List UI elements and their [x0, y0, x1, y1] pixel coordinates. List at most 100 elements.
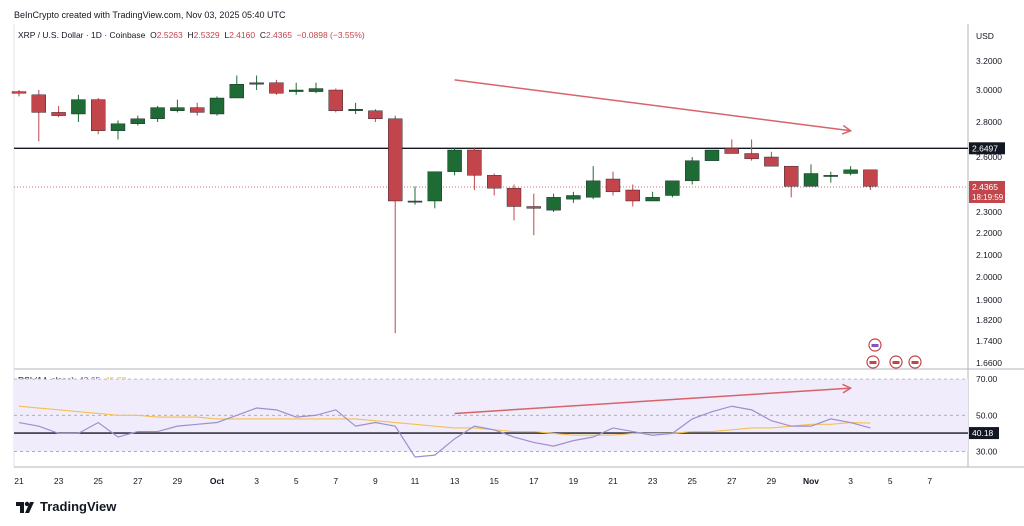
price-tick-label: 2.6000	[976, 152, 1002, 162]
rsi-tick-label: 30.00	[976, 447, 998, 457]
candle-body	[803, 173, 819, 187]
time-tick-label: 27	[133, 476, 143, 486]
rsi-support-label: 40.18	[972, 428, 994, 438]
price-trend-arrow-head	[841, 124, 853, 135]
candle-body	[130, 118, 146, 124]
tradingview-logo-icon	[16, 501, 34, 513]
currency-label: USD	[976, 31, 994, 41]
candle-body	[863, 169, 878, 187]
candle-body	[744, 153, 759, 160]
candle-body	[625, 189, 640, 202]
time-tick-label: 23	[648, 476, 658, 486]
candle-body	[51, 112, 66, 116]
candle-body	[605, 178, 621, 193]
time-tick-label: 5	[294, 476, 299, 486]
high-label: H	[187, 30, 194, 40]
rsi-support-box	[969, 427, 999, 440]
resistance-label-box	[969, 142, 1005, 155]
rsi-tick-label: 70.00	[976, 374, 998, 384]
candle-body	[704, 149, 720, 161]
time-tick-label: 21	[14, 476, 24, 486]
candle-body	[546, 197, 561, 211]
low-value: 2.4160	[229, 30, 256, 40]
price-tick-label: 2.3000	[976, 207, 1002, 217]
candle-body	[407, 200, 423, 203]
tradingview-logo: TradingView	[16, 499, 116, 514]
flag-stripe	[871, 344, 879, 347]
price-tick-label: 1.9000	[976, 295, 1002, 305]
candle-body	[31, 94, 46, 113]
time-tick-label: 27	[727, 476, 737, 486]
price-tick-label: 3.2000	[976, 56, 1002, 66]
price-tick-label: 2.2000	[976, 228, 1002, 238]
candle-body	[209, 97, 225, 115]
rsi-tick-label: 50.00	[976, 410, 998, 420]
price-tick-label: 3.0000	[976, 85, 1002, 95]
price-tick-label: 2.1000	[976, 250, 1002, 260]
flag-stripe	[911, 361, 919, 364]
candle-body	[229, 83, 245, 99]
flag-stripe	[869, 361, 877, 364]
candle-body	[328, 89, 343, 111]
candle-body	[665, 180, 680, 196]
price-tick-label: 1.8200	[976, 315, 1002, 325]
high-value: 2.5329	[193, 30, 220, 40]
candle-body	[724, 148, 739, 154]
time-tick-label: 7	[927, 476, 932, 486]
price-tick-label: 1.7400	[976, 336, 1002, 346]
candle-body	[71, 99, 86, 115]
candle-body	[170, 107, 185, 111]
change-value: −0.0898 (−3.55%)	[296, 30, 365, 40]
candle-body	[784, 165, 799, 187]
time-tick-label: 3	[254, 476, 259, 486]
time-tick-label: 17	[529, 476, 539, 486]
rsi-trend-arrow	[454, 387, 851, 415]
countdown-label: 18:19:59	[972, 193, 1004, 202]
candle-body	[249, 82, 264, 85]
time-tick-label: Nov	[803, 476, 819, 486]
candle-body	[308, 88, 324, 92]
time-tick-label: 13	[450, 476, 460, 486]
candle-body	[289, 89, 304, 92]
time-tick-label: 23	[54, 476, 64, 486]
candle-body	[110, 123, 126, 131]
time-tick-label: 25	[93, 476, 103, 486]
candle-body	[685, 160, 700, 182]
time-tick-label: 9	[373, 476, 378, 486]
candle-body	[843, 169, 858, 174]
time-tick-label: 5	[888, 476, 893, 486]
candle-body	[348, 108, 363, 111]
time-tick-label: Oct	[210, 476, 224, 486]
price-tick-label: 1.6600	[976, 358, 1002, 368]
brand-name: TradingView	[40, 499, 117, 514]
open-label: O	[150, 30, 157, 40]
low-label: L	[224, 30, 230, 40]
price-tick-label: 2.0000	[976, 272, 1002, 282]
last-price-label: 2.4365	[972, 182, 998, 192]
last-price-box	[969, 180, 1005, 203]
price-legend: XRP / U.S. Dollar · 1D · Coinbase O2.526…	[18, 30, 365, 40]
time-tick-label: 21	[608, 476, 618, 486]
open-value: 2.5263	[156, 30, 183, 40]
candle-body	[189, 107, 205, 113]
time-tick-label: 15	[489, 476, 499, 486]
candle-body	[11, 91, 27, 94]
time-tick-label: 29	[173, 476, 183, 486]
resistance-label: 2.6497	[972, 143, 998, 153]
time-tick-label: 19	[569, 476, 579, 486]
close-value: 2.4365	[265, 30, 292, 40]
candle-body	[764, 156, 779, 167]
rsi-line	[18, 405, 871, 458]
close-label: C	[259, 30, 266, 40]
time-tick-label: 3	[848, 476, 853, 486]
candle-body	[269, 82, 284, 94]
time-tick-label: 25	[687, 476, 697, 486]
time-tick-label: 7	[333, 476, 338, 486]
candle-body	[447, 149, 462, 172]
candle-body	[506, 187, 522, 207]
time-tick-label: 29	[767, 476, 777, 486]
candle-body	[526, 206, 541, 209]
price-trend-arrow	[454, 79, 851, 132]
candle-body	[90, 99, 106, 131]
